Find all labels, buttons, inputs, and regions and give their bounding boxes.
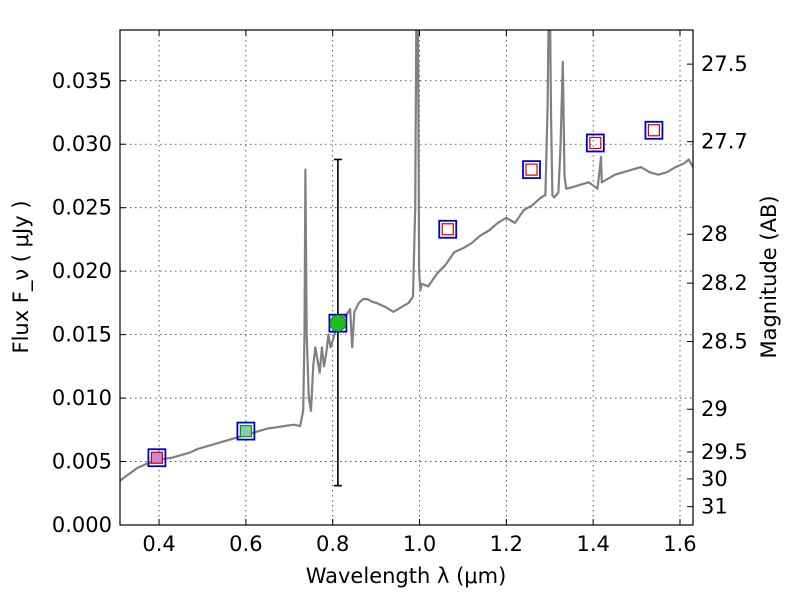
x-tick-label: 1.4 <box>576 532 609 556</box>
y-tick-label: 0.030 <box>52 132 112 156</box>
spectrum-line <box>120 30 693 482</box>
y-tick-label: 0.010 <box>52 386 112 410</box>
y-tick-label: 0.020 <box>52 259 112 283</box>
y-tick-label: 0.005 <box>52 450 112 474</box>
x-tick-label: 1.2 <box>490 532 523 556</box>
photometry-point <box>236 421 256 441</box>
x-tick-label: 0.4 <box>142 532 175 556</box>
photometry-point <box>147 448 167 468</box>
photometry-box-outer <box>147 448 167 468</box>
mag-tick-label: 28.2 <box>701 271 748 295</box>
photometry-box-outer <box>236 421 256 441</box>
photometry-box-inner <box>589 136 602 150</box>
mag-tick-label: 30 <box>701 467 728 491</box>
y-axis-right-title: Magnitude (AB) <box>757 195 781 358</box>
photometry-box-outer <box>438 219 458 239</box>
mag-tick-label: 27.7 <box>701 130 748 154</box>
plot-frame <box>119 29 694 526</box>
y-tick-label: 0.035 <box>52 69 112 93</box>
photometry-point <box>644 120 664 140</box>
y-axis-title: Flux F_ν ( μJy ) <box>9 200 34 353</box>
x-tick-label: 1.0 <box>403 532 436 556</box>
photometry-box-inner <box>525 163 538 176</box>
y-tick-label: 0.000 <box>52 513 112 537</box>
mag-tick-label: 29.5 <box>701 440 748 464</box>
mag-tick-label: 28 <box>701 222 728 246</box>
photometry-box-inner <box>441 223 454 236</box>
photometry-point <box>585 133 605 153</box>
spectrum-series <box>120 30 693 482</box>
photometry-point <box>522 160 541 180</box>
y-tick-label: 0.015 <box>52 323 112 347</box>
mag-tick-label: 29 <box>701 397 728 421</box>
photometry-box-outer <box>644 120 664 140</box>
mag-tick-label: 27.5 <box>701 52 748 76</box>
photometry-box-outer <box>585 133 605 153</box>
photometry-points <box>147 120 664 468</box>
photometry-box-outer <box>522 160 541 180</box>
y-axis-right: 27.5 27.7 28 28.2 28.5 29 29.5 30 31 <box>687 52 748 519</box>
photometry-box-inner <box>150 451 163 464</box>
x-axis-title: Wavelength λ (μm) <box>306 564 507 588</box>
x-tick-label: 0.8 <box>316 532 349 556</box>
detection-point <box>328 158 348 487</box>
y-axis-left: 0.000 0.005 0.010 0.015 0.020 0.025 0.030 0.035 <box>52 69 126 537</box>
x-tick-label: 1.6 <box>663 532 696 556</box>
x-tick-label: 0.6 <box>229 532 262 556</box>
grid-lines <box>120 30 693 526</box>
detection-marker <box>329 314 347 332</box>
mag-tick-label: 31 <box>701 495 728 519</box>
photometry-box-inner <box>239 424 252 438</box>
x-axis: 0.4 0.6 0.8 1.0 1.2 1.4 1.6 <box>142 30 697 556</box>
detection-box <box>328 313 348 333</box>
y-tick-label: 0.025 <box>52 196 112 220</box>
photometry-point <box>438 219 458 239</box>
photometry-box-inner <box>647 124 661 137</box>
mag-tick-label: 28.5 <box>701 330 748 354</box>
